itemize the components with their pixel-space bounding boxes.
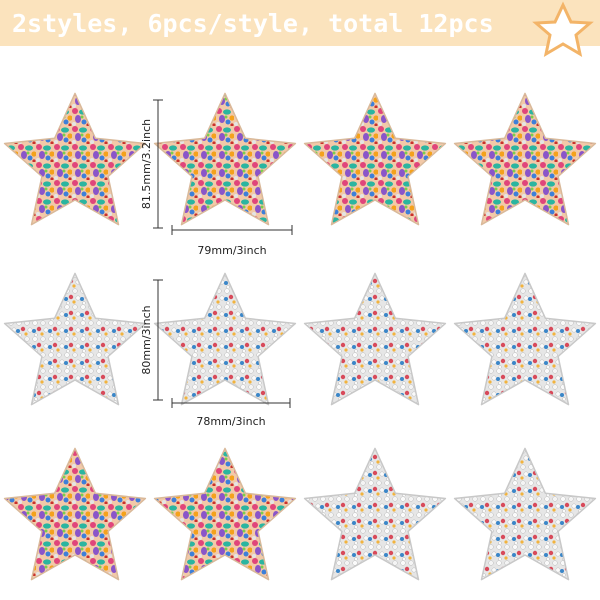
star-grid [3, 92, 597, 581]
rhinestone-star [3, 272, 147, 406]
rhinestone-star [153, 92, 297, 226]
header-title: 2styles, 6pcs/style, total 12pcs [12, 9, 494, 38]
width-label: 78mm/3inch [196, 415, 265, 428]
rhinestone-star [303, 447, 447, 581]
rhinestone-star [303, 92, 447, 226]
rhinestone-star [3, 92, 147, 226]
height-label: 81.5mm/3.2inch [140, 119, 153, 209]
rhinestone-star [453, 272, 597, 406]
header-banner [0, 0, 600, 46]
rhinestone-star [3, 447, 147, 581]
width-label: 79mm/3inch [197, 244, 266, 257]
rhinestone-star [453, 447, 597, 581]
star-icon [532, 1, 594, 58]
rhinestone-star [303, 272, 447, 406]
rhinestone-star [153, 447, 297, 581]
dimension-style-2: 80mm/3inch 78mm/3inch [140, 279, 291, 428]
dimension-style-1: 81.5mm/3.2inch 79mm/3inch [140, 99, 293, 257]
rhinestone-star [453, 92, 597, 226]
height-label: 80mm/3inch [140, 305, 153, 374]
rhinestone-star [153, 272, 297, 406]
